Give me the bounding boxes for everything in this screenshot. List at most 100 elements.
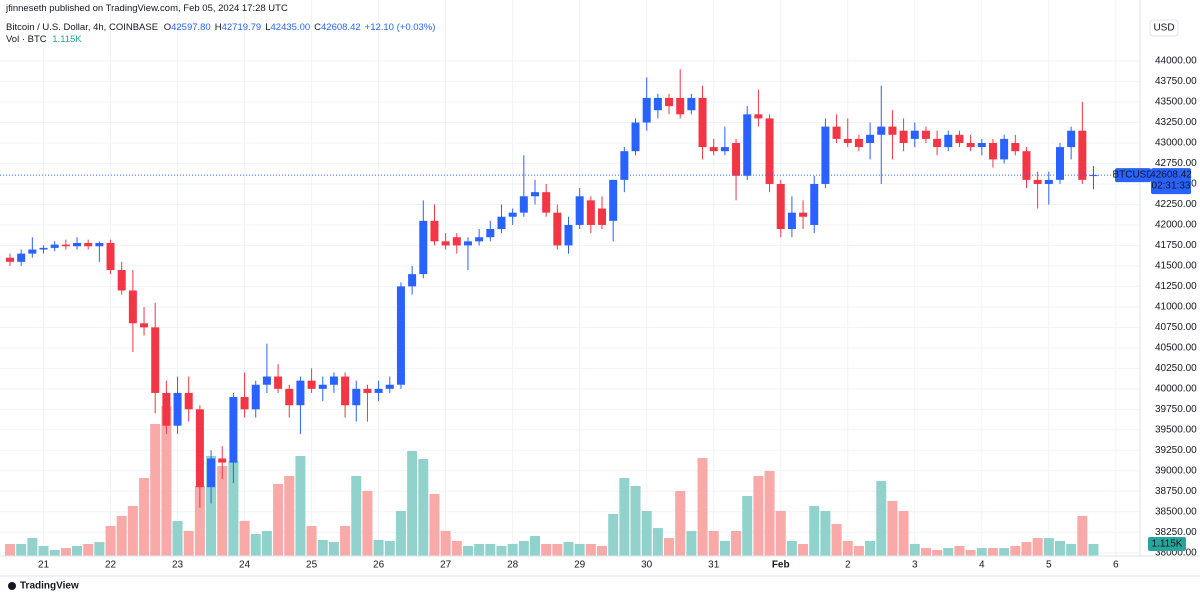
- volume-bar: [574, 543, 585, 556]
- volume-bar: [306, 526, 317, 556]
- currency-box: [1149, 19, 1179, 37]
- y-tick-label: 39500.00: [1155, 424, 1197, 435]
- candle-body: [341, 376, 350, 406]
- y-tick-label: 43500.00: [1155, 97, 1197, 108]
- candle-body: [229, 397, 238, 463]
- y-tick-label: 43250.00: [1155, 117, 1197, 128]
- x-tick-label: 2: [845, 560, 851, 571]
- candle-body: [921, 130, 930, 139]
- candle-body: [195, 409, 204, 488]
- candle-body: [50, 244, 59, 248]
- candle-body: [296, 380, 305, 406]
- candle-body: [642, 97, 651, 123]
- volume-bar: [518, 540, 529, 556]
- x-tick-label: 31: [708, 560, 720, 571]
- volume-bar: [842, 540, 853, 556]
- volume-bar: [798, 543, 809, 556]
- candle-body: [28, 249, 37, 254]
- volume-bar: [809, 506, 820, 556]
- volume-bar: [407, 450, 418, 556]
- volume-bar: [5, 543, 15, 556]
- volume-bar: [16, 543, 27, 556]
- y-tick-label: 42000.00: [1155, 220, 1197, 231]
- candle-body: [463, 241, 472, 246]
- candle-body: [776, 183, 785, 230]
- candle-body: [184, 392, 193, 410]
- candle-body: [207, 458, 216, 488]
- volume-bar: [206, 456, 217, 556]
- volume-bar: [362, 490, 373, 556]
- volume-bar: [38, 546, 49, 556]
- candle-body: [430, 220, 439, 242]
- volume-tag: [1148, 537, 1186, 552]
- candle-body: [419, 220, 428, 275]
- candle-body: [575, 196, 584, 225]
- attribution: jfinneseth published on TradingView.com,…: [6, 3, 288, 14]
- volume-bar: [764, 470, 775, 556]
- candle-body: [877, 126, 886, 135]
- candle-body: [854, 138, 863, 148]
- volume-bar: [127, 506, 138, 556]
- candle-body: [508, 212, 517, 217]
- volume-bar: [440, 530, 451, 556]
- candle-body: [441, 241, 450, 246]
- candle-body: [653, 97, 662, 111]
- y-tick-label: 42750.00: [1155, 158, 1197, 169]
- volume-bar: [1066, 543, 1077, 556]
- volume-bar: [943, 548, 954, 556]
- symbol-legend: Bitcoin / U.S. Dollar, 4h, COINBASE O425…: [6, 22, 435, 33]
- volume-bar: [1021, 542, 1032, 556]
- candle-body: [933, 138, 942, 148]
- candle-body: [665, 97, 674, 107]
- candle-body: [374, 388, 383, 393]
- volume-bar: [652, 528, 663, 556]
- candle-body: [899, 130, 908, 143]
- candle-body: [73, 242, 82, 247]
- x-tick-label: 22: [105, 560, 117, 571]
- volume-bar: [261, 530, 272, 556]
- volume-bar: [485, 543, 496, 556]
- volume-bar: [887, 500, 898, 556]
- x-tick-label: 30: [641, 560, 653, 571]
- volume-bar: [1077, 516, 1088, 556]
- y-tick-label: 40250.00: [1155, 363, 1197, 374]
- candle-body: [1000, 138, 1009, 160]
- candle-body: [754, 114, 763, 119]
- candle-body: [832, 126, 841, 139]
- x-tick-label: 29: [574, 560, 586, 571]
- candle-body: [106, 242, 115, 271]
- volume-bar: [507, 543, 518, 556]
- volume-legend: Vol · BTC 1.115K: [6, 34, 85, 45]
- volume-bar: [920, 548, 931, 556]
- brand-logo: [8, 582, 16, 590]
- candle-body: [6, 257, 14, 262]
- volume-bar: [183, 530, 194, 556]
- legend-value: 42719.79: [221, 22, 262, 33]
- legend-key: O: [163, 22, 172, 33]
- candle-body: [1089, 175, 1098, 177]
- volume-bar: [731, 530, 742, 556]
- candle-body: [1067, 130, 1076, 148]
- volume-bar: [865, 540, 876, 556]
- volume-bar: [340, 526, 351, 556]
- volume-title: Vol · BTC: [6, 34, 47, 45]
- legend-key: L: [265, 22, 271, 33]
- candle-body: [631, 122, 640, 152]
- candle-body: [1022, 151, 1031, 180]
- volume-bar: [451, 540, 462, 556]
- candle-body: [475, 237, 484, 242]
- volume-bar: [932, 549, 943, 556]
- candle-body: [486, 229, 495, 238]
- volume-bar: [876, 480, 887, 556]
- y-tick-label: 41000.00: [1155, 302, 1197, 313]
- candle-body: [709, 147, 718, 152]
- volume-bar: [139, 478, 150, 556]
- candle-body: [285, 388, 294, 406]
- candle-body: [396, 286, 405, 385]
- volume-bar: [585, 543, 596, 556]
- x-tick-label: 3: [912, 560, 918, 571]
- volume-bar: [686, 530, 697, 556]
- candle-body: [84, 242, 93, 247]
- candle-body: [385, 384, 394, 389]
- candle-body: [910, 130, 919, 139]
